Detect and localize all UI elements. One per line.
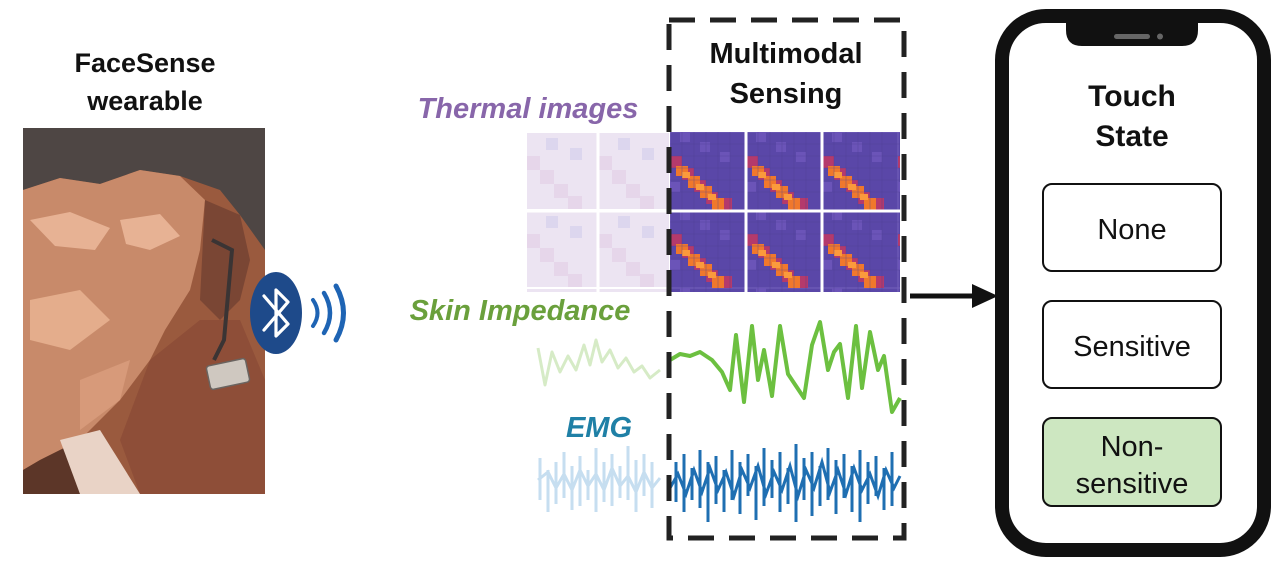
wearable-title-line2: wearable xyxy=(86,86,203,116)
emg-signal xyxy=(668,444,902,522)
phone-frame xyxy=(995,9,1271,557)
skin-impedance-label: Skin Impedance xyxy=(410,295,631,327)
touch-state-option-sensitive[interactable]: Sensitive xyxy=(1042,300,1222,389)
wireless-signal-icon xyxy=(311,283,346,343)
touch-state-title-line2: State xyxy=(1095,120,1168,153)
skin-impedance-signal xyxy=(668,320,902,414)
bluetooth-icon xyxy=(250,272,302,354)
thermal-image-grid xyxy=(670,132,900,292)
multimodal-sensing-box xyxy=(666,17,907,541)
thermal-images-label: Thermal images xyxy=(418,93,639,125)
option-label-line2: sensitive xyxy=(1076,468,1189,500)
option-label: Sensitive xyxy=(1073,331,1191,363)
thermal-image-grid-faded xyxy=(526,132,670,292)
option-box[interactable] xyxy=(1042,183,1222,272)
wearable-title-line1: FaceSense xyxy=(74,48,215,78)
arrow-right-icon xyxy=(910,284,998,308)
multimodal-sensing-title-line1: Multimodal xyxy=(709,38,862,70)
touch-state-title-line1: Touch xyxy=(1088,80,1176,113)
touch-state-option-none[interactable]: None xyxy=(1042,183,1222,272)
face-photo-icon xyxy=(23,128,265,494)
emg-label: EMG xyxy=(566,412,632,444)
multimodal-sensing-title-line2: Sensing xyxy=(730,78,843,110)
option-label: None xyxy=(1097,214,1166,246)
option-box-highlighted[interactable] xyxy=(1042,417,1222,507)
touch-state-option-non-sensitive[interactable]: Non- sensitive xyxy=(1042,417,1222,507)
skin-impedance-signal-faded xyxy=(536,338,661,387)
option-label-line1: Non- xyxy=(1101,431,1164,463)
emg-signal-faded xyxy=(537,446,662,512)
option-box[interactable] xyxy=(1042,300,1222,389)
